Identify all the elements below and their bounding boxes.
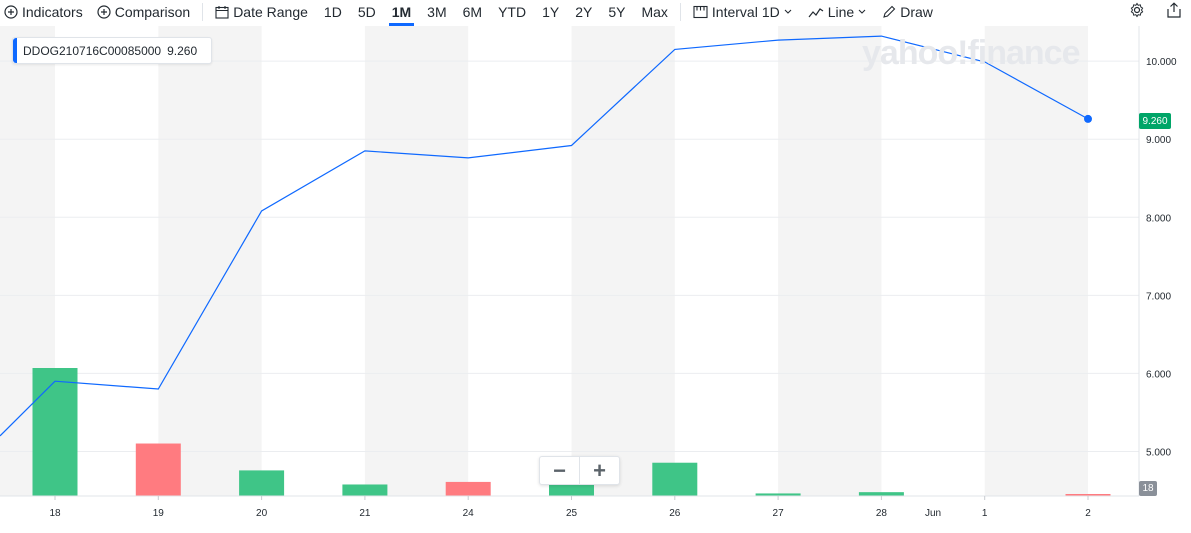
- volume-bar: [342, 484, 388, 496]
- day-band: [571, 26, 675, 496]
- interval-button[interactable]: Interval 1D: [685, 4, 800, 20]
- y-tick-label: 7.000: [1146, 291, 1171, 302]
- indicators-button[interactable]: Indicators: [0, 4, 91, 20]
- y-tick-label: 8.000: [1146, 213, 1171, 224]
- series-legend[interactable]: DDOG210716C00085000 9.260: [12, 37, 213, 64]
- range-button-6m[interactable]: 6M: [462, 4, 483, 20]
- last-price-dot: [1084, 114, 1092, 123]
- range-button-1d[interactable]: 1D: [323, 4, 342, 20]
- range-button-ytd[interactable]: YTD: [498, 4, 527, 20]
- draw-label: Draw: [900, 4, 933, 20]
- zoom-out-button[interactable]: −: [553, 457, 566, 483]
- x-tick-label: 1: [982, 508, 988, 519]
- y-axis-ticks: 5.000 6.000 7.000 8.000 9.000 10.000: [1146, 57, 1177, 458]
- day-band: [984, 26, 1088, 496]
- x-tick-label: 19: [153, 508, 165, 519]
- range-button-5y[interactable]: 5Y: [608, 4, 626, 20]
- y-tick-label: 5.000: [1146, 447, 1171, 458]
- legend-value: 9.260: [167, 43, 198, 58]
- day-bands: [0, 26, 1088, 496]
- volume-bar: [239, 470, 285, 496]
- x-tick-label: 21: [359, 508, 371, 519]
- x-tick-label: 27: [773, 508, 785, 519]
- indicators-label: Indicators: [22, 4, 83, 20]
- share-icon[interactable]: [1167, 2, 1181, 18]
- date-range-button[interactable]: Date Range: [207, 4, 316, 20]
- chart-type-button[interactable]: Line: [800, 4, 874, 20]
- zoom-in-button[interactable]: +: [579, 457, 619, 484]
- day-band: [364, 26, 469, 496]
- volume-bar: [652, 462, 698, 496]
- day-band: [158, 26, 262, 496]
- x-tick-label: 26: [669, 508, 681, 519]
- month-label: Jun: [925, 508, 941, 519]
- x-tick-label: 2: [1085, 508, 1091, 519]
- chevron-down-icon: [784, 9, 792, 15]
- volume-bar: [1065, 494, 1111, 496]
- zoom-controls: − +: [539, 456, 620, 485]
- x-tick-label: 20: [256, 508, 268, 519]
- price-line: [0, 35, 1089, 437]
- plus-circle-icon: [4, 5, 18, 19]
- day-band: [778, 26, 882, 496]
- range-button-1m[interactable]: 1M: [384, 4, 419, 26]
- chart-type-label: Line: [827, 4, 855, 20]
- x-axis-ticks: 18 19 20 21 24 25 26 27 28 1 2 Jun: [49, 496, 1091, 519]
- calendar-icon: [215, 5, 229, 19]
- volume-bar: [32, 368, 78, 496]
- volume-bars: [32, 368, 1111, 496]
- comparison-label: Comparison: [114, 4, 191, 20]
- toolbar-divider: [679, 3, 681, 21]
- plus-circle-icon: [97, 5, 111, 19]
- interval-value: 1D: [761, 4, 780, 20]
- range-button-5d[interactable]: 5D: [357, 4, 376, 20]
- last-price-label: 9.260: [1139, 113, 1171, 129]
- watermark-logo: yahoo!finance: [862, 34, 1080, 72]
- volume-bar: [445, 481, 491, 496]
- volume-bar: [755, 493, 801, 496]
- x-tick-label: 18: [49, 508, 61, 519]
- line-chart-icon: [808, 6, 824, 18]
- draw-button[interactable]: Draw: [874, 4, 941, 20]
- range-button-2y[interactable]: 2Y: [575, 4, 593, 20]
- pencil-icon: [882, 5, 896, 19]
- y-tick-label: 10.000: [1146, 57, 1177, 68]
- volume-label: 18: [1139, 481, 1157, 496]
- y-tick-label: 9.000: [1146, 135, 1171, 146]
- interval-label: Interval: [711, 4, 758, 20]
- gear-icon[interactable]: [1129, 2, 1145, 18]
- range-button-3m[interactable]: 3M: [427, 4, 447, 20]
- x-tick-label: 25: [566, 508, 578, 519]
- x-tick-label: 24: [463, 508, 475, 519]
- x-tick-label: 28: [876, 508, 888, 519]
- range-button-1y[interactable]: 1Y: [542, 4, 560, 20]
- range-button-max[interactable]: Max: [641, 4, 668, 20]
- volume-bar: [858, 492, 904, 496]
- legend-symbol: DDOG210716C00085000: [23, 43, 162, 58]
- toolbar-right-icons: [1129, 2, 1181, 18]
- interval-icon: [693, 5, 708, 19]
- date-range-label: Date Range: [233, 4, 308, 20]
- comparison-button[interactable]: Comparison: [91, 4, 198, 20]
- legend-color-bar: [13, 38, 17, 63]
- y-tick-label: 6.000: [1146, 369, 1171, 380]
- toolbar-divider: [202, 3, 204, 21]
- chart-toolbar: Indicators Comparison Date Range 1D 5D 1M 3…: [0, 0, 1191, 26]
- chevron-down-icon: [858, 9, 866, 15]
- volume-bar: [135, 443, 181, 496]
- range-selector: 1D 5D 1M 3M 6M YTD 1Y 2Y 5Y Max: [316, 4, 676, 26]
